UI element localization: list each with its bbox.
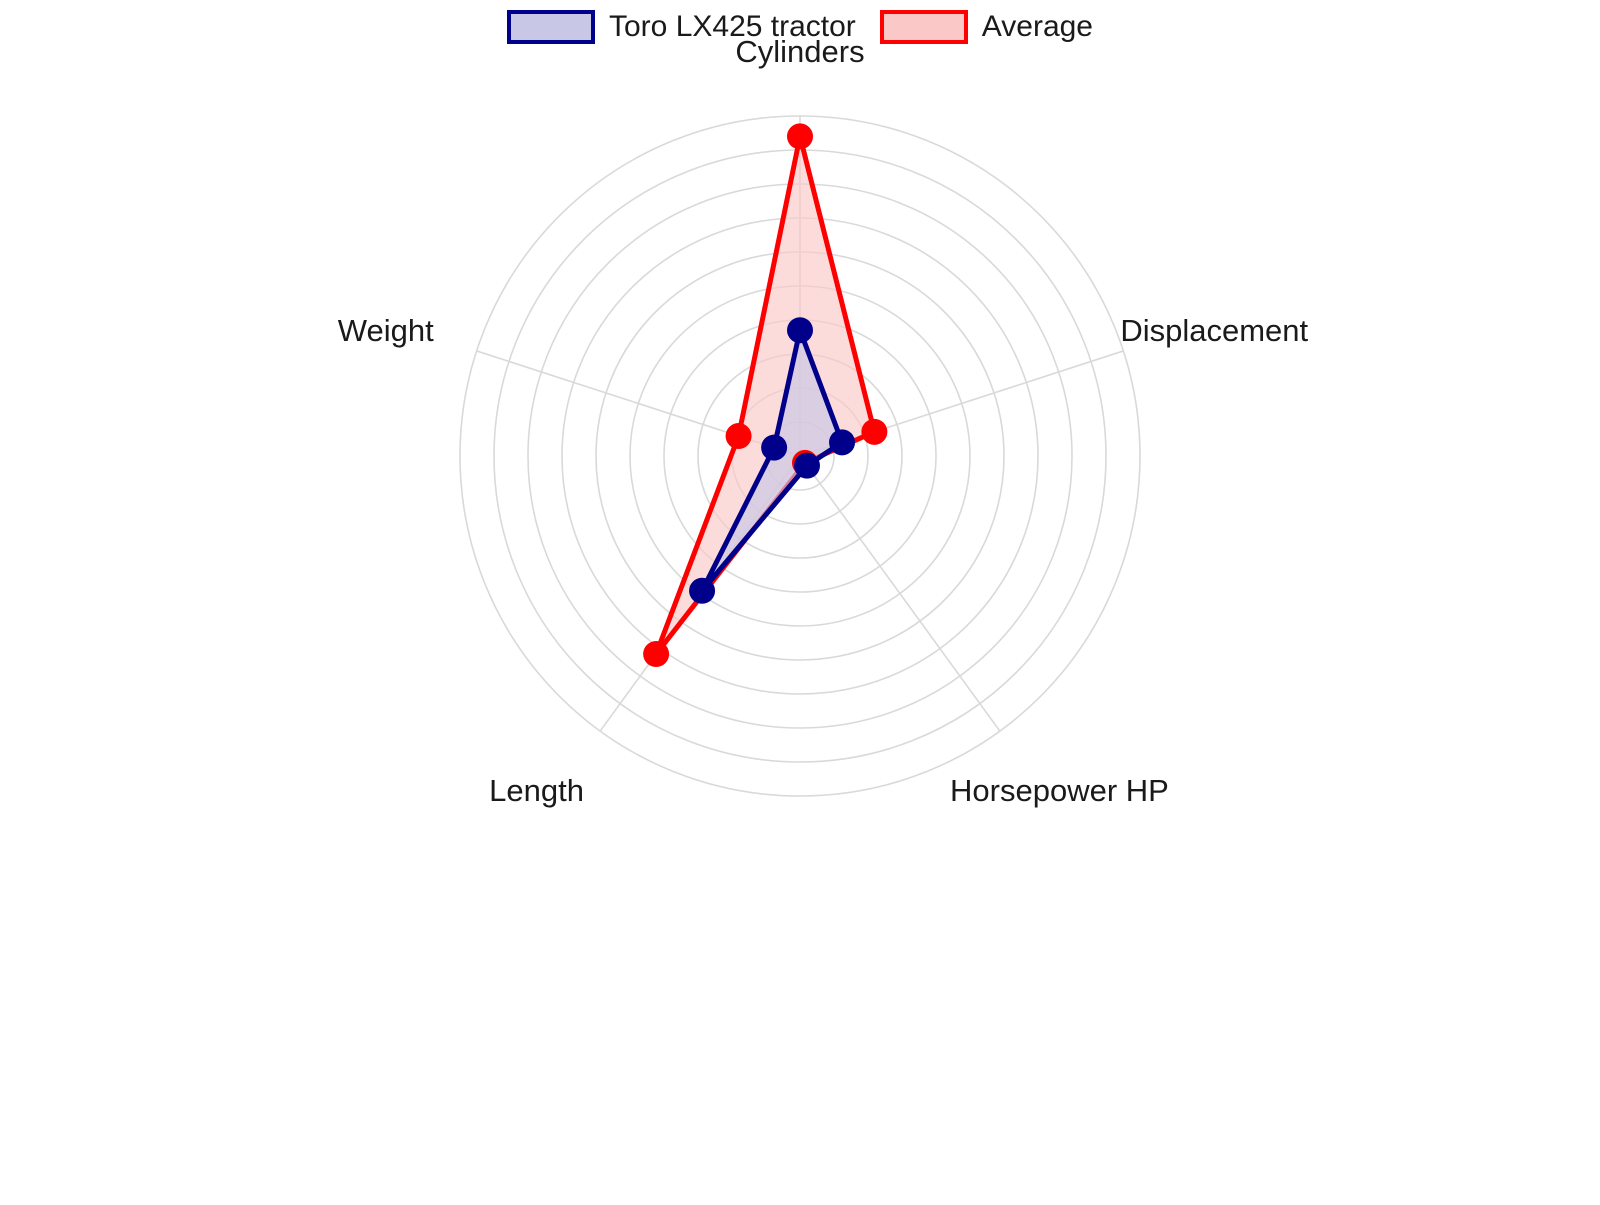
data-point-0-0 bbox=[787, 317, 813, 344]
data-point-0-3 bbox=[689, 577, 716, 604]
data-point-0-4 bbox=[761, 434, 788, 461]
series-outline-0 bbox=[699, 327, 845, 594]
data-point-1-1 bbox=[861, 418, 888, 445]
axis-label-horsepower: Horsepower HP bbox=[950, 772, 1169, 808]
axis-label-weight: Weight bbox=[337, 313, 434, 349]
data-point-1-0 bbox=[787, 123, 813, 150]
data-point-1-3 bbox=[643, 641, 670, 668]
data-point-0-1 bbox=[829, 429, 856, 456]
axis-label-cylinders: Cylinders bbox=[735, 34, 865, 69]
data-point-1-4 bbox=[725, 423, 752, 450]
series-area-1 bbox=[656, 136, 875, 655]
data-point-0-2 bbox=[793, 452, 820, 479]
axis-label-displacement: Displacement bbox=[1120, 313, 1309, 349]
axis-label-length: Length bbox=[489, 772, 584, 808]
